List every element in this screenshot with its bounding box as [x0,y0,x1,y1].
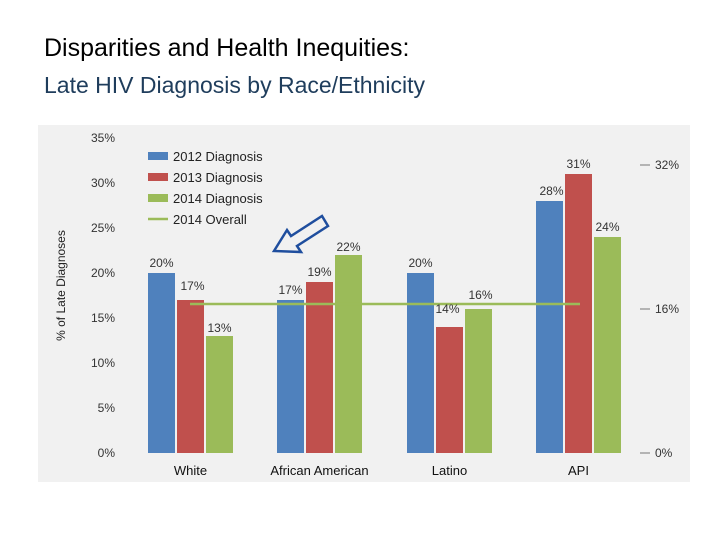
bar-api-1 [536,201,563,453]
data-label: 28% [539,184,563,198]
y-tick-label: 20% [91,266,115,280]
bar-african-american-3 [335,255,362,453]
bar-api-2 [565,174,592,453]
legend-swatch [148,173,168,181]
bar-white-3 [206,336,233,453]
data-label: 16% [468,288,492,302]
y-tick-label: 25% [91,221,115,235]
y-tick-label: 10% [91,356,115,370]
legend-swatch [148,194,168,202]
bar-api-3 [594,237,621,453]
y-tick-label: 0% [98,446,116,460]
legend-label: 2013 Diagnosis [173,170,263,185]
data-label: 17% [278,283,302,297]
right-axis-label: 0% [655,446,673,460]
y-tick-label: 30% [91,176,115,190]
legend-label: 2014 Diagnosis [173,191,263,206]
data-label: 24% [595,220,619,234]
legend-label: 2014 Overall [173,212,247,227]
y-tick-label: 5% [98,401,116,415]
data-label: 31% [566,157,590,171]
slide-title: Disparities and Health Inequities: [44,34,410,62]
x-category-label: White [174,463,207,478]
data-label: 17% [180,279,204,293]
data-label: 20% [149,256,173,270]
y-tick-label: 35% [91,131,115,145]
bar-white-2 [177,300,204,453]
data-label: 22% [336,240,360,254]
bar-white-1 [148,273,175,453]
bar-african-american-1 [277,300,304,453]
data-label: 20% [408,256,432,270]
legend-label: 2012 Diagnosis [173,149,263,164]
x-category-label: African American [270,463,368,478]
data-label: 14% [435,302,459,316]
y-tick-label: 15% [91,311,115,325]
x-category-label: API [568,463,589,478]
data-label: 19% [307,265,331,279]
x-category-label: Latino [432,463,467,478]
legend-swatch [148,152,168,160]
y-axis-label: % of Late Diagnoses [54,230,68,341]
bar-latino-2 [436,327,463,453]
data-label: 13% [207,321,231,335]
bar-african-american-2 [306,282,333,453]
right-axis-label: 32% [655,158,679,172]
right-axis-label: 16% [655,302,679,316]
slide-subtitle: Late HIV Diagnosis by Race/Ethnicity [44,72,425,98]
bar-latino-3 [465,309,492,453]
arrow-icon [271,214,330,254]
bar-latino-1 [407,273,434,453]
